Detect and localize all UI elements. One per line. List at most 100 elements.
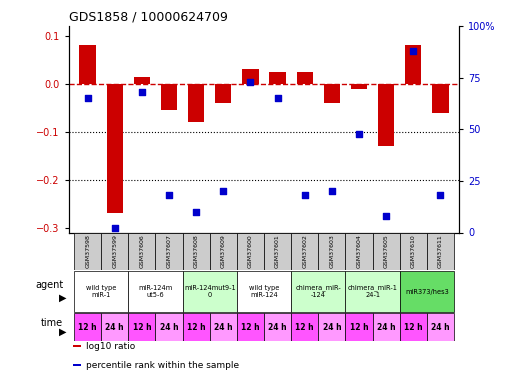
Point [246, 79, 254, 85]
Point [409, 48, 418, 54]
Bar [264, 232, 291, 270]
Bar [128, 232, 155, 270]
Text: 12 h: 12 h [133, 322, 151, 332]
Text: GSM37607: GSM37607 [166, 234, 172, 268]
Point [83, 96, 92, 102]
Text: GSM37605: GSM37605 [384, 234, 389, 268]
Text: miR373/hes3: miR373/hes3 [405, 289, 449, 295]
Text: GSM37600: GSM37600 [248, 234, 253, 268]
Text: percentile rank within the sample: percentile rank within the sample [86, 362, 239, 370]
Point [219, 188, 228, 194]
Bar [373, 313, 400, 341]
Text: miR-124m
ut5-6: miR-124m ut5-6 [138, 285, 173, 298]
Bar [215, 84, 231, 103]
Bar [74, 271, 128, 312]
Text: 24 h: 24 h [160, 322, 178, 332]
Bar [74, 232, 101, 270]
Text: GSM37606: GSM37606 [139, 234, 144, 268]
Bar [161, 84, 177, 110]
Bar [400, 232, 427, 270]
Point [165, 192, 173, 198]
Text: GSM37601: GSM37601 [275, 234, 280, 268]
Bar [128, 271, 183, 312]
Bar [318, 232, 345, 270]
Bar [183, 313, 210, 341]
Text: GSM37604: GSM37604 [356, 234, 362, 268]
Text: 24 h: 24 h [377, 322, 395, 332]
Bar [345, 313, 373, 341]
Bar [155, 313, 183, 341]
Text: ▶: ▶ [59, 326, 66, 336]
Text: wild type
miR-124: wild type miR-124 [249, 285, 279, 298]
Text: GDS1858 / 10000624709: GDS1858 / 10000624709 [69, 11, 228, 24]
Bar [134, 76, 150, 84]
Bar [351, 84, 367, 88]
Bar [80, 45, 96, 84]
Bar [101, 313, 128, 341]
Text: wild type
miR-1: wild type miR-1 [86, 285, 116, 298]
Bar [264, 313, 291, 341]
Bar [432, 84, 448, 112]
Text: GSM37603: GSM37603 [329, 234, 334, 268]
Text: 12 h: 12 h [187, 322, 205, 332]
Bar [237, 232, 264, 270]
Point [138, 89, 146, 95]
Bar [405, 45, 421, 84]
Text: chimera_miR-1
24-1: chimera_miR-1 24-1 [347, 285, 398, 298]
Bar [291, 271, 345, 312]
Bar [297, 72, 313, 84]
Bar [291, 232, 318, 270]
Bar [291, 313, 318, 341]
Point [110, 225, 119, 231]
Bar [101, 232, 128, 270]
Bar [188, 84, 204, 122]
Bar [107, 84, 123, 213]
Bar [324, 84, 340, 103]
Text: 24 h: 24 h [214, 322, 233, 332]
Bar [427, 313, 454, 341]
Point [382, 213, 390, 219]
Text: GSM37598: GSM37598 [85, 234, 90, 268]
Text: GSM37610: GSM37610 [411, 234, 416, 268]
Text: GSM37608: GSM37608 [194, 234, 199, 268]
Text: 24 h: 24 h [106, 322, 124, 332]
Text: 24 h: 24 h [323, 322, 341, 332]
Bar [128, 313, 155, 341]
Bar [210, 313, 237, 341]
Point [192, 209, 201, 215]
Point [436, 192, 445, 198]
Bar [318, 313, 345, 341]
Text: 12 h: 12 h [78, 322, 97, 332]
Bar [400, 313, 427, 341]
Text: 12 h: 12 h [350, 322, 368, 332]
Text: 24 h: 24 h [431, 322, 450, 332]
Point [355, 130, 363, 136]
Text: log10 ratio: log10 ratio [86, 342, 136, 351]
Bar [72, 364, 81, 366]
Text: GSM37611: GSM37611 [438, 234, 443, 268]
Bar [237, 313, 264, 341]
Text: 12 h: 12 h [295, 322, 314, 332]
Bar [72, 345, 81, 347]
Bar [155, 232, 183, 270]
Bar [210, 232, 237, 270]
Bar [427, 232, 454, 270]
Text: agent: agent [35, 280, 63, 290]
Bar [183, 232, 210, 270]
Bar [183, 271, 237, 312]
Bar [378, 84, 394, 146]
Bar [373, 232, 400, 270]
Bar [74, 313, 101, 341]
Point [274, 96, 282, 102]
Text: GSM37602: GSM37602 [302, 234, 307, 268]
Bar [242, 69, 259, 84]
Text: GSM37609: GSM37609 [221, 234, 226, 268]
Text: GSM37599: GSM37599 [112, 234, 117, 268]
Bar [345, 232, 373, 270]
Text: 12 h: 12 h [241, 322, 260, 332]
Bar [400, 271, 454, 312]
Text: ▶: ▶ [59, 293, 66, 303]
Text: miR-124mut9-1
0: miR-124mut9-1 0 [184, 285, 235, 298]
Point [300, 192, 309, 198]
Bar [269, 72, 286, 84]
